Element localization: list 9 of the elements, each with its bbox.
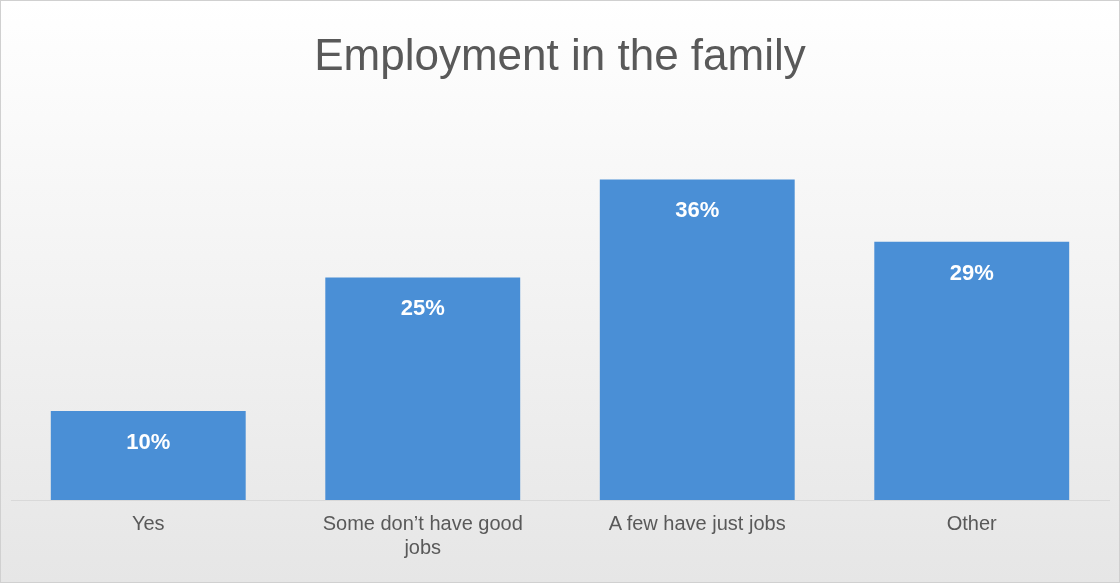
x-tick-label: Yes <box>131 511 165 534</box>
chart-title: Employment in the family <box>314 29 806 79</box>
data-label: 25% <box>400 295 445 321</box>
x-tick-label: Some don’t have good jobs <box>322 511 523 558</box>
data-label: 36% <box>675 197 720 223</box>
x-tick-label: Other <box>946 511 998 534</box>
data-label: 10% <box>126 429 171 455</box>
x-tick-label: A few have just jobs <box>608 511 786 534</box>
data-label: 29% <box>949 259 994 285</box>
